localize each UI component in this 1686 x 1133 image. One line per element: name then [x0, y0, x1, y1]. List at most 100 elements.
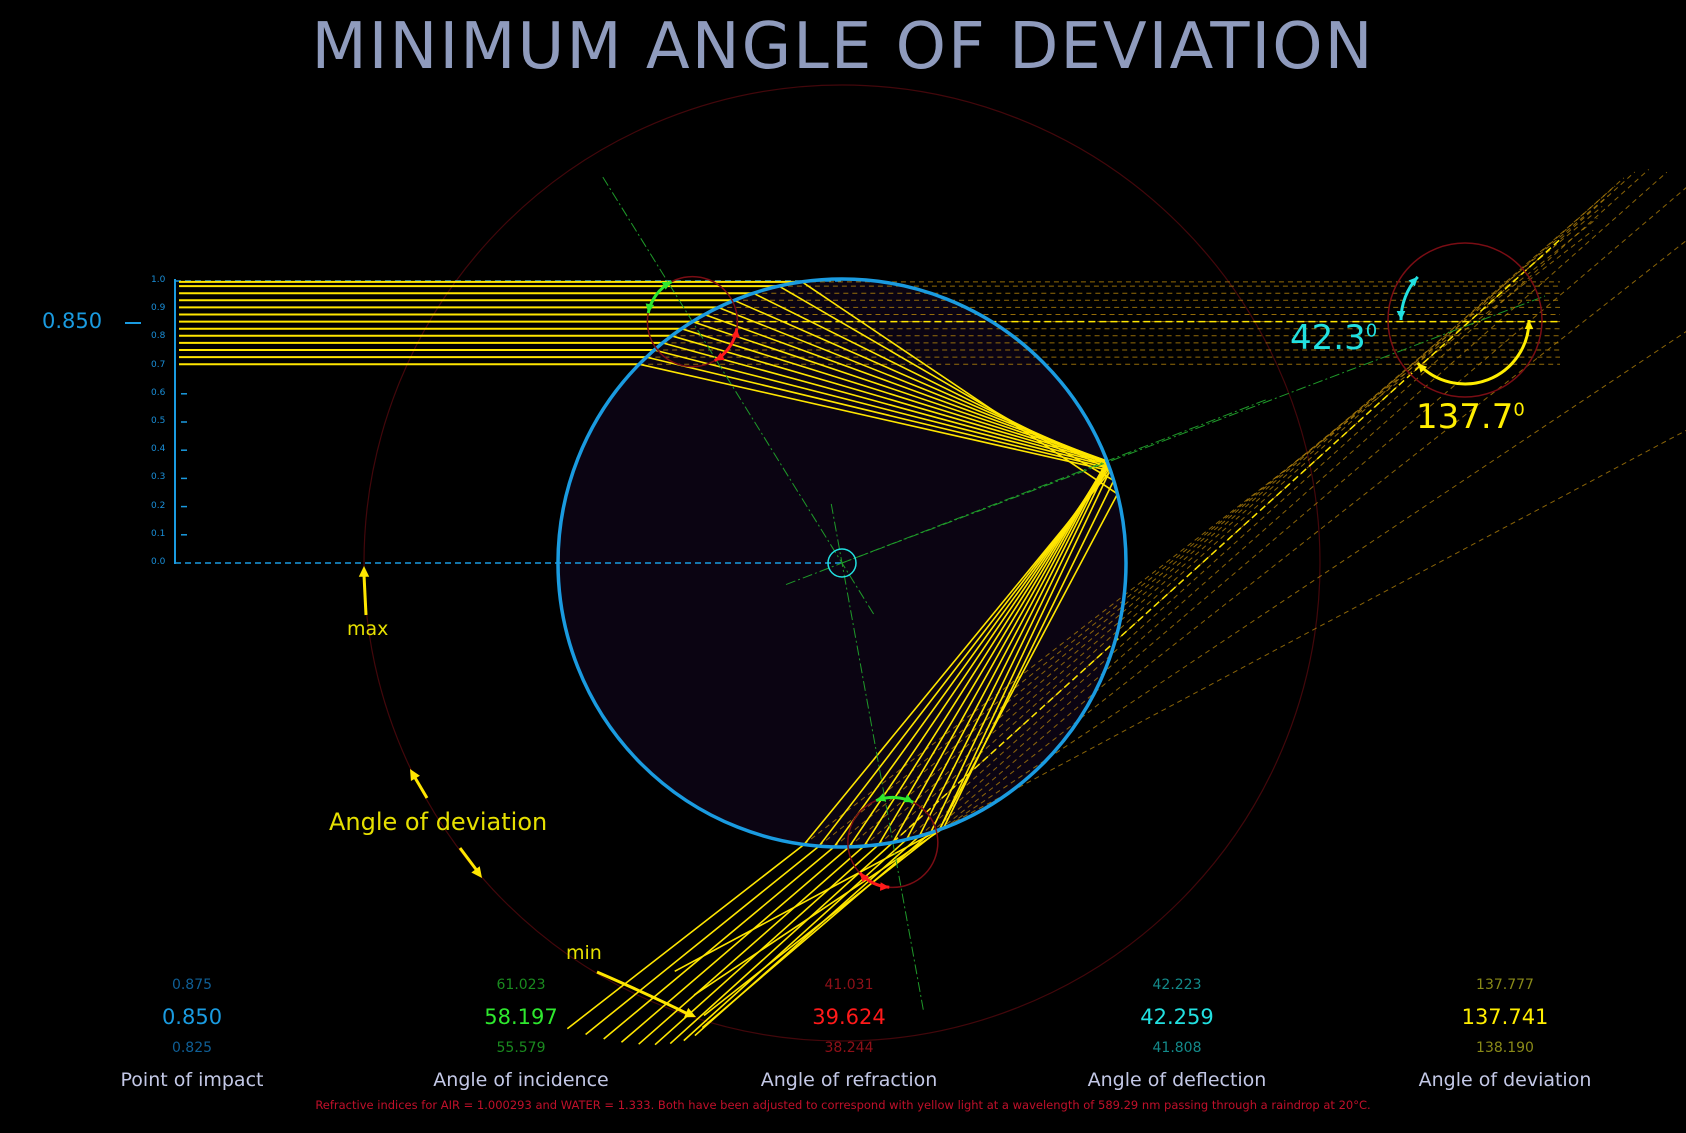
- refracted-ray: [692, 320, 1108, 462]
- current-impact-label: 0.850: [42, 309, 103, 333]
- outgoing-ray: [654, 844, 880, 1046]
- outgoing-ray-extension: [943, 331, 1686, 829]
- outgoing-ray-extension: [930, 187, 1686, 834]
- outgoing-ray: [693, 827, 944, 996]
- outgoing-ray: [669, 841, 894, 1045]
- axis-tick-label: 0.2: [151, 500, 166, 511]
- axis-tick-label: 0.9: [151, 303, 166, 314]
- axis-tick-label: 0.0: [151, 557, 166, 567]
- stat-name: Angle of deviation: [1418, 1069, 1592, 1091]
- stat-upper: 41.031: [824, 977, 874, 993]
- reflected-ray: [848, 463, 1109, 848]
- min-arrow-shaft: [596, 970, 691, 1017]
- stat-upper: 42.223: [1152, 977, 1202, 993]
- stat-name: Angle of refraction: [760, 1069, 938, 1091]
- stat-value: 39.624: [812, 1005, 886, 1029]
- deviation-angle-arc: [1416, 319, 1531, 386]
- exit-incidence-arc-start-arrow-icon: [876, 793, 887, 802]
- deviation-down-arrow-icon: [471, 866, 482, 878]
- current-impact-marker: [125, 322, 141, 324]
- reflected-ray: [892, 460, 1108, 843]
- max-arrow-icon: [358, 566, 370, 577]
- stat-name: Point of impact: [120, 1069, 264, 1091]
- outgoing-ray: [620, 846, 850, 1043]
- refracted-ray: [704, 313, 1108, 462]
- reflected-ray: [918, 461, 1109, 837]
- deflection-angle-arc-end-arrow-icon: [1408, 276, 1418, 287]
- reflected-ray: [863, 462, 1109, 847]
- refracted-ray: [801, 281, 1118, 495]
- exit-incidence-arc-end-arrow-icon: [903, 794, 914, 803]
- page-title: MINIMUM ANGLE OF DEVIATION: [311, 10, 1375, 84]
- deviation-down-arrow-shaft: [458, 847, 480, 873]
- refracted-ray: [646, 356, 1110, 470]
- refraction-angle-arc-end-arrow-icon: [714, 352, 725, 361]
- deviation-angle-value: 137.7: [1416, 397, 1514, 437]
- outgoing-ray-extension: [878, 177, 1625, 846]
- refracted-ray: [671, 335, 1108, 464]
- outgoing-ray-extension: [939, 429, 1686, 831]
- deflection-angle-arc-start-arrow-icon: [1396, 310, 1406, 320]
- outgoing-ray-extension: [906, 169, 1650, 840]
- stat-lower: 55.579: [496, 1040, 546, 1056]
- outgoing-ray: [585, 845, 820, 1036]
- deflection-angle-value: 42.3: [1290, 318, 1366, 358]
- deviation-up-arrow-shaft: [412, 775, 429, 799]
- stat-value: 42.259: [1140, 1005, 1214, 1029]
- surface-normal-0: [602, 176, 875, 615]
- outgoing-ray: [638, 845, 865, 1045]
- stat-lower: 0.825: [171, 1040, 213, 1056]
- min-arrow-icon: [684, 1007, 696, 1018]
- axis-tick-label: 0.1: [151, 528, 166, 539]
- deviation-up-arrow-icon: [410, 769, 420, 781]
- refracted-ray: [639, 363, 1111, 472]
- outgoing-ray: [703, 829, 940, 1017]
- axis-tick-label: 0.6: [151, 387, 166, 398]
- entry-angle-circle: [646, 275, 739, 368]
- max-label: max: [347, 618, 389, 640]
- deflection-normal: [841, 295, 1546, 564]
- stat-value: 58.197: [484, 1005, 558, 1029]
- exit-refraction-arc-start-arrow-icon: [859, 872, 869, 883]
- stat-upper: 0.875: [171, 977, 213, 993]
- stat-lower: 138.190: [1476, 1040, 1534, 1056]
- degree-symbol: 0: [1365, 320, 1378, 342]
- deviation-arc-start-arrow-icon: [1417, 363, 1428, 373]
- surface-normal-2: [830, 503, 924, 1010]
- stat-name: Angle of incidence: [433, 1069, 609, 1091]
- degree-symbol: 0: [1513, 399, 1525, 421]
- refracted-ray: [653, 349, 1110, 468]
- deflection-angle-annotation: 42.30: [1290, 318, 1377, 358]
- stat-value: 0.850: [161, 1005, 223, 1029]
- stat-lower: 38.244: [824, 1040, 874, 1056]
- axis-tick-label: 0.8: [151, 331, 166, 342]
- outgoing-ray: [701, 832, 932, 1029]
- axis-tick-label: 0.5: [151, 416, 166, 426]
- stat-value: 137.741: [1461, 1005, 1549, 1029]
- refracted-ray: [662, 342, 1109, 466]
- footnote: Refractive indices for AIR = 1.000293 an…: [315, 1098, 1371, 1112]
- max-arrow-shaft: [362, 574, 368, 616]
- outgoing-ray-extension: [918, 171, 1668, 837]
- raindrop-outline: [556, 277, 1128, 849]
- outgoing-ray: [674, 829, 940, 973]
- refracted-ray: [778, 285, 1115, 482]
- min-label: min: [566, 942, 602, 964]
- highlight-outgoing-extension: [892, 238, 1562, 843]
- stat-name: Angle of deflection: [1087, 1069, 1267, 1091]
- axis-tick-label: 0.4: [151, 444, 166, 455]
- deviation-circle: [1387, 242, 1543, 398]
- reflected-ray: [942, 480, 1115, 829]
- refraction-angle-arc-start-arrow-icon: [731, 328, 740, 338]
- reflected-ray: [929, 464, 1110, 834]
- reflected-ray: [905, 460, 1108, 840]
- outgoing-ray-extension: [803, 229, 1594, 845]
- incidence-angle-arc-start-arrow-icon: [661, 281, 672, 290]
- exit-refraction-arc-end-arrow-icon: [879, 882, 890, 891]
- axis-tick-label: 0.7: [151, 359, 166, 370]
- axis-tick-label: 1.0: [151, 275, 166, 285]
- stat-lower: 41.808: [1152, 1040, 1202, 1056]
- reflected-ray: [877, 461, 1108, 846]
